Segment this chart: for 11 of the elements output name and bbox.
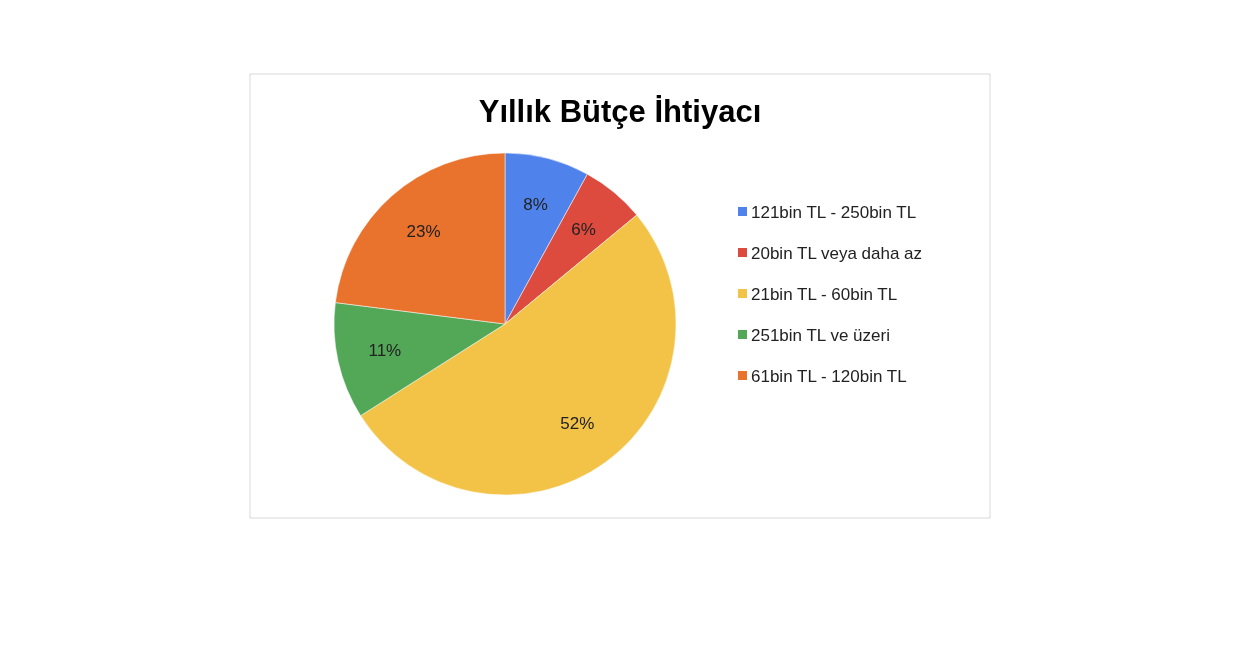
data-label: 11% (368, 341, 402, 361)
chart-title: Yıllık Bütçe İhtiyacı (478, 94, 762, 129)
data-label: 8% (523, 195, 548, 215)
data-label: 52% (560, 414, 595, 434)
data-label: 6% (571, 219, 596, 239)
legend-label: 20bin TL veya daha az (751, 243, 923, 263)
legend-label: 21bin TL - 60bin TL (751, 284, 898, 304)
legend-label: 61bin TL - 120bin TL (751, 366, 907, 386)
legend-label: 121bin TL - 250bin TL (751, 202, 917, 222)
data-label: 23% (406, 222, 441, 242)
legend-label: 251bin TL ve üzeri (751, 325, 890, 345)
